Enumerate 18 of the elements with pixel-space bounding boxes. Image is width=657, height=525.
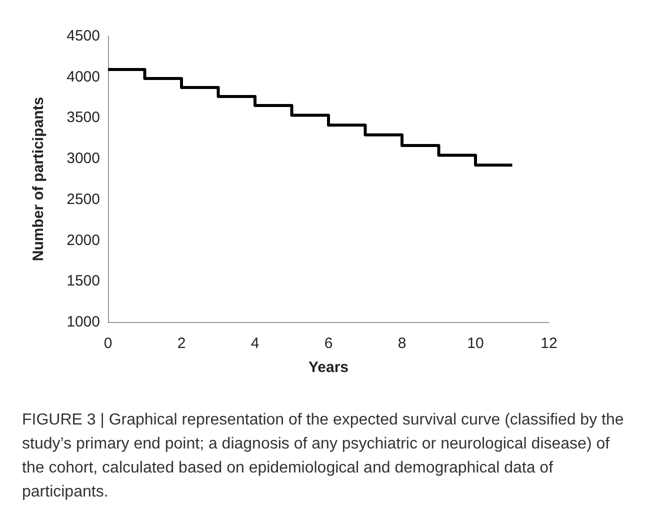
x-tick-label: 4 — [250, 335, 260, 352]
y-tick-label: 3500 — [66, 109, 100, 126]
x-tick-label: 0 — [104, 335, 112, 352]
y-tick-label: 1500 — [66, 272, 100, 290]
y-tick-label: 2000 — [66, 232, 100, 249]
x-axis-title: Years — [308, 359, 349, 376]
y-axis-title: Number of participants — [30, 96, 47, 262]
x-tick-label: 6 — [324, 335, 333, 352]
y-tick-label: 2500 — [66, 190, 100, 208]
x-tick-label: 2 — [177, 335, 186, 352]
y-tick-label: 1000 — [66, 314, 100, 330]
y-tick-label: 4000 — [66, 68, 100, 86]
y-tick-label: 4500 — [66, 28, 100, 44]
x-tick-label: 8 — [398, 335, 406, 352]
caption: FIGURE 3 | Graphical representation of the expected survival curve (classified by the study’s primary end point; a diagnosis of any psychiatric or neurological disease) of the cohort, calculated based on epidemiological and demographical data of participants. — [22, 412, 628, 500]
y-tick-label: 3000 — [66, 150, 100, 168]
x-tick-label: 12 — [540, 335, 558, 352]
x-tick-label: 10 — [467, 335, 484, 352]
